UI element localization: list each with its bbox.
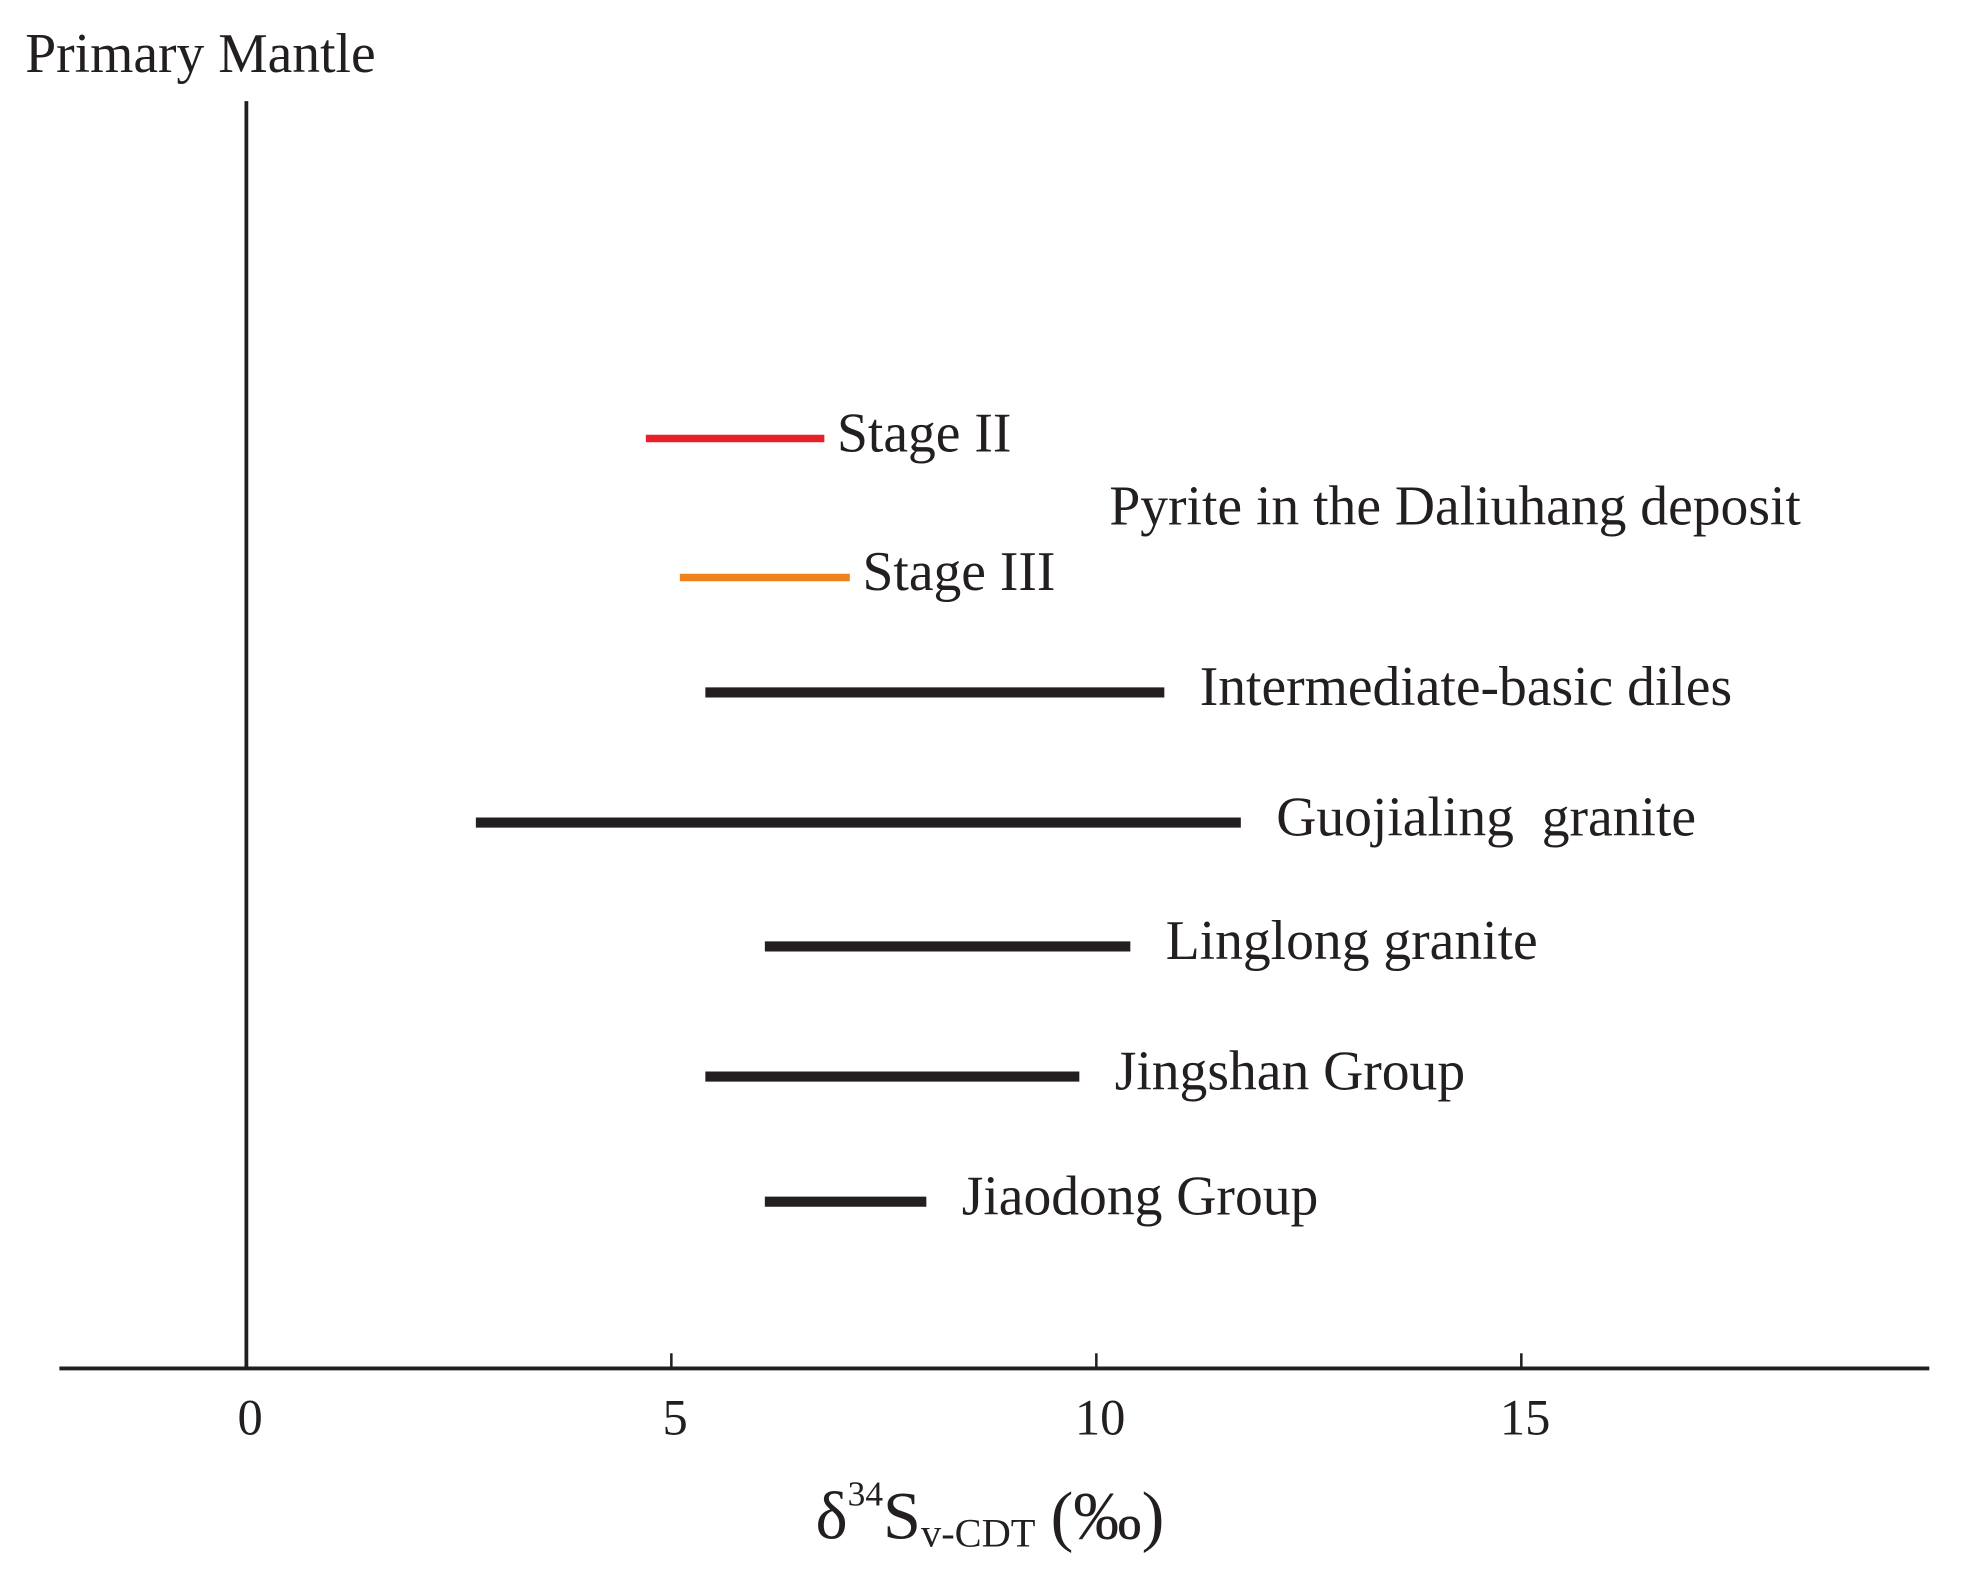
x-label-part: δ xyxy=(816,1477,848,1553)
range-label: Stage II xyxy=(837,402,1011,464)
x-label-part: (‰) xyxy=(1051,1477,1165,1553)
x-tick-label: 15 xyxy=(1500,1389,1551,1445)
x-tick-label: 5 xyxy=(663,1389,688,1445)
range-label: Jiaodong Group xyxy=(962,1165,1319,1227)
range-label: Stage III xyxy=(862,541,1055,603)
range-label: Jingshan Group xyxy=(1115,1040,1465,1102)
annotation: Pyrite in the Daliuhang deposit xyxy=(1109,476,1801,538)
range-label: Intermediate-basic diles xyxy=(1200,656,1732,718)
reference-label: Primary Mantle xyxy=(25,23,375,85)
x-axis-label: δ34Sv-CDT (‰) xyxy=(730,1473,1215,1556)
x-label-part: S xyxy=(883,1477,921,1553)
x-label-part: 34 xyxy=(848,1473,884,1513)
range-label: Linglong granite xyxy=(1166,910,1538,972)
range-label: Guojialing granite xyxy=(1276,786,1696,848)
x-tick-label: 10 xyxy=(1075,1389,1126,1445)
x-tick-label: 0 xyxy=(238,1389,263,1445)
x-label-part: v-CDT xyxy=(921,1511,1036,1556)
